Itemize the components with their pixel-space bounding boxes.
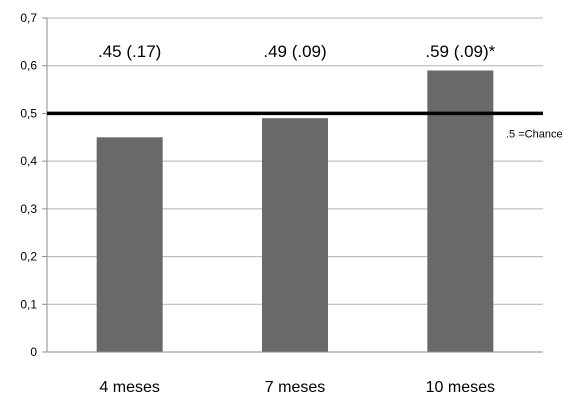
y-tick-label: 0,7	[20, 11, 37, 25]
bars	[96, 70, 494, 352]
x-tick-label: 7 meses	[265, 379, 325, 396]
chance-reference-label: .5 =Chance	[506, 128, 563, 140]
data-labels: .45 (.17) .49 (.09) .59 (.09)*	[98, 42, 496, 61]
x-tick-label: 4 meses	[99, 379, 159, 396]
bar	[96, 137, 163, 352]
reference: .5 =Chance	[47, 111, 563, 140]
data-label: .59 (.09)*	[425, 42, 495, 61]
x-tick-labels: 4 meses 7 meses 10 meses	[99, 379, 495, 396]
y-tick-label: 0,6	[20, 59, 37, 73]
y-tick-label: 0,4	[20, 154, 37, 168]
data-label: .49 (.09)	[263, 42, 326, 61]
bar	[262, 118, 328, 352]
y-tick-labels: 0 0,1 0,2 0,3 0,4 0,5 0,6 0,7	[20, 11, 37, 359]
y-tick-label: 0,3	[20, 202, 37, 216]
x-tick-label: 10 meses	[426, 379, 495, 396]
axes	[42, 17, 543, 353]
y-tick-label: 0,5	[20, 106, 37, 120]
bar	[427, 70, 494, 352]
data-label: .45 (.17)	[98, 42, 161, 61]
y-tick-label: 0	[30, 345, 37, 359]
y-tick-label: 0,1	[20, 297, 37, 311]
y-tick-label: 0,2	[20, 250, 37, 264]
